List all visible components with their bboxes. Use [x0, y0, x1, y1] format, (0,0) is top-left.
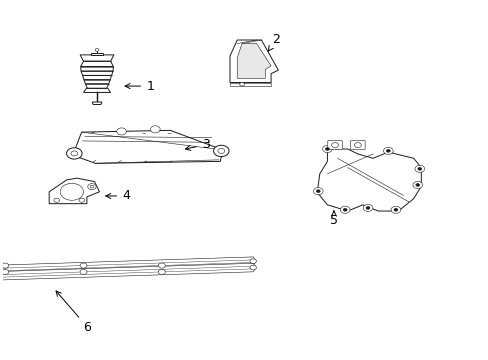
Circle shape — [249, 265, 256, 270]
Polygon shape — [92, 102, 102, 104]
Polygon shape — [82, 76, 111, 80]
Polygon shape — [229, 82, 270, 86]
Circle shape — [383, 147, 392, 154]
Circle shape — [322, 145, 331, 153]
Circle shape — [2, 269, 9, 275]
Text: 4: 4 — [105, 189, 130, 202]
Circle shape — [95, 49, 99, 51]
Text: 6: 6 — [56, 291, 91, 334]
Circle shape — [90, 185, 94, 188]
Circle shape — [316, 190, 320, 193]
FancyBboxPatch shape — [327, 140, 342, 150]
FancyBboxPatch shape — [350, 140, 365, 150]
Circle shape — [150, 126, 160, 133]
Circle shape — [60, 183, 83, 200]
Polygon shape — [81, 61, 113, 67]
Polygon shape — [81, 67, 113, 71]
Polygon shape — [237, 44, 270, 78]
Polygon shape — [91, 53, 102, 55]
Circle shape — [340, 206, 349, 213]
Polygon shape — [317, 149, 421, 211]
Circle shape — [70, 190, 74, 193]
Circle shape — [80, 269, 87, 275]
Polygon shape — [49, 178, 99, 204]
Circle shape — [249, 259, 256, 264]
Circle shape — [366, 207, 369, 209]
Circle shape — [64, 186, 79, 197]
Circle shape — [393, 208, 397, 211]
Circle shape — [386, 149, 389, 152]
Circle shape — [2, 263, 9, 268]
Circle shape — [354, 143, 361, 148]
Circle shape — [80, 263, 87, 268]
Polygon shape — [83, 88, 110, 93]
Circle shape — [331, 143, 338, 148]
Circle shape — [218, 148, 224, 153]
Circle shape — [313, 188, 323, 195]
Polygon shape — [81, 71, 113, 76]
Text: 5: 5 — [329, 211, 337, 227]
Polygon shape — [229, 40, 278, 82]
Text: 3: 3 — [185, 138, 209, 151]
Circle shape — [71, 151, 78, 156]
Circle shape — [390, 206, 400, 213]
Text: 1: 1 — [125, 80, 154, 93]
Circle shape — [412, 181, 422, 189]
Circle shape — [325, 148, 329, 150]
Circle shape — [158, 263, 165, 268]
Circle shape — [213, 145, 228, 157]
Circle shape — [79, 198, 84, 202]
Circle shape — [117, 128, 126, 135]
Text: 2: 2 — [267, 33, 279, 51]
Circle shape — [415, 184, 419, 186]
Circle shape — [343, 208, 346, 211]
Circle shape — [363, 204, 372, 211]
Circle shape — [239, 82, 244, 86]
Polygon shape — [84, 80, 110, 84]
Circle shape — [68, 189, 75, 194]
Circle shape — [66, 148, 82, 159]
Polygon shape — [0, 263, 256, 281]
Polygon shape — [85, 84, 108, 88]
Polygon shape — [80, 55, 114, 61]
Polygon shape — [0, 257, 256, 274]
Circle shape — [414, 165, 424, 172]
Circle shape — [158, 269, 165, 275]
Circle shape — [54, 198, 60, 202]
Circle shape — [87, 184, 96, 190]
Circle shape — [417, 167, 421, 170]
Polygon shape — [73, 130, 223, 163]
